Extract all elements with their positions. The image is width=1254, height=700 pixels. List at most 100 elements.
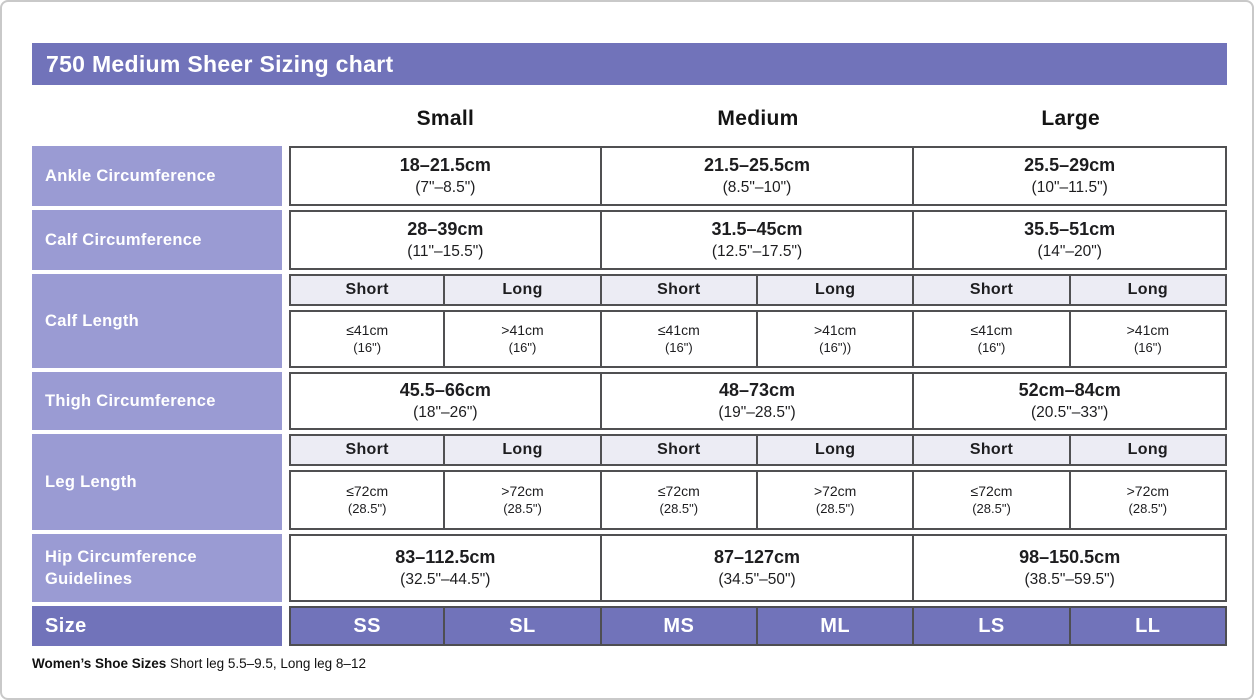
hip-large-cm: 98–150.5cm bbox=[1019, 547, 1121, 568]
calf-circ-medium-cm: 31.5–45cm bbox=[711, 219, 803, 240]
calf-length-medium-short-cell: ≤41cm (16") bbox=[599, 310, 758, 368]
calf-circ-small-inch: (11"–15.5") bbox=[407, 242, 484, 260]
leg-length-inch: (28.5") bbox=[347, 500, 387, 516]
hip-small-cell: 83–112.5cm (32.5"–44.5") bbox=[289, 534, 602, 602]
leg-length-value: ≤72cm bbox=[657, 483, 700, 500]
row-label-thigh-circumference: Thigh Circumference bbox=[32, 372, 282, 430]
leg-length-large-long-cell: >72cm (28.5") bbox=[1068, 470, 1227, 530]
row-label-calf-circumference: Calf Circumference bbox=[32, 210, 282, 270]
size-code-ms: MS bbox=[599, 606, 758, 646]
leg-length-subhead-small-short: Short bbox=[289, 434, 446, 466]
leg-length-value: >72cm bbox=[1126, 483, 1170, 500]
size-code-sl: SL bbox=[443, 606, 602, 646]
chart-title-bar: 750 Medium Sheer Sizing chart bbox=[32, 43, 1227, 85]
leg-length-inch: (28.5") bbox=[972, 500, 1011, 516]
calf-circ-large-inch: (14"–20") bbox=[1037, 242, 1102, 260]
hip-medium-inch: (34.5"–50") bbox=[718, 570, 796, 588]
calf-length-inch: (16")) bbox=[819, 339, 852, 355]
chart-title: 750 Medium Sheer Sizing chart bbox=[46, 50, 394, 77]
thigh-small-inch: (18"–26") bbox=[413, 403, 478, 421]
calf-length-value: >41cm bbox=[1126, 322, 1170, 339]
size-code-ls: LS bbox=[912, 606, 1071, 646]
sizing-table: Small Medium Large Ankle Circumference 1… bbox=[32, 96, 1227, 646]
calf-circ-small-cm: 28–39cm bbox=[407, 219, 484, 240]
column-header-large: Large bbox=[1041, 107, 1100, 130]
calf-circ-small-cell: 28–39cm (11"–15.5") bbox=[289, 210, 602, 270]
thigh-small-cell: 45.5–66cm (18"–26") bbox=[289, 372, 602, 430]
thigh-medium-inch: (19"–28.5") bbox=[718, 403, 796, 421]
leg-length-value: >72cm bbox=[813, 483, 857, 500]
row-label-calf-length: Calf Length bbox=[32, 274, 282, 368]
row-label-size: Size bbox=[32, 606, 282, 646]
calf-circ-medium-inch: (12.5"–17.5") bbox=[711, 242, 803, 260]
hip-small-inch: (32.5"–44.5") bbox=[400, 570, 491, 588]
leg-length-value: ≤72cm bbox=[970, 483, 1013, 500]
calf-length-subhead-small-long: Long bbox=[443, 274, 602, 306]
row-label-hip-circumference: Hip Circumference Guidelines bbox=[32, 534, 282, 602]
calf-length-inch: (16") bbox=[664, 339, 693, 355]
calf-length-inch: (16") bbox=[508, 339, 537, 355]
calf-circ-large-cell: 35.5–51cm (14"–20") bbox=[912, 210, 1227, 270]
thigh-medium-cell: 48–73cm (19"–28.5") bbox=[599, 372, 915, 430]
ankle-small-cell: 18–21.5cm (7"–8.5") bbox=[289, 146, 602, 206]
column-header-medium: Medium bbox=[717, 107, 799, 130]
calf-length-subhead-medium-long: Long bbox=[755, 274, 915, 306]
leg-length-inch: (28.5") bbox=[815, 500, 855, 516]
calf-length-subhead-medium-short: Short bbox=[599, 274, 758, 306]
calf-length-subhead-large-short: Short bbox=[912, 274, 1071, 306]
calf-circ-large-cm: 35.5–51cm bbox=[1024, 219, 1116, 240]
size-code-ml: ML bbox=[755, 606, 915, 646]
calf-circ-medium-cell: 31.5–45cm (12.5"–17.5") bbox=[599, 210, 915, 270]
row-label-leg-length: Leg Length bbox=[32, 434, 282, 530]
ankle-small-cm: 18–21.5cm bbox=[399, 155, 491, 176]
calf-length-inch: (16") bbox=[977, 339, 1006, 355]
leg-length-subhead-small-long: Long bbox=[443, 434, 602, 466]
ankle-large-cell: 25.5–29cm (10"–11.5") bbox=[912, 146, 1227, 206]
calf-length-small-short-cell: ≤41cm (16") bbox=[289, 310, 446, 368]
hip-large-inch: (38.5"–59.5") bbox=[1024, 570, 1115, 588]
ankle-large-inch: (10"–11.5") bbox=[1031, 178, 1108, 196]
calf-length-medium-long-cell: >41cm (16")) bbox=[755, 310, 915, 368]
shoe-sizes-note-bold: Women’s Shoe Sizes bbox=[32, 656, 167, 671]
ankle-small-inch: (7"–8.5") bbox=[415, 178, 476, 196]
calf-length-value: >41cm bbox=[501, 322, 544, 339]
row-label-ankle-circumference: Ankle Circumference bbox=[32, 146, 282, 206]
leg-length-inch: (28.5") bbox=[659, 500, 699, 516]
calf-length-large-long-cell: >41cm (16") bbox=[1068, 310, 1227, 368]
shoe-sizes-note: Women’s Shoe Sizes Short leg 5.5–9.5, Lo… bbox=[32, 656, 1224, 671]
hip-small-cm: 83–112.5cm bbox=[395, 547, 496, 568]
leg-length-subhead-medium-short: Short bbox=[599, 434, 758, 466]
leg-length-value: >72cm bbox=[501, 483, 544, 500]
leg-length-medium-long-cell: >72cm (28.5") bbox=[755, 470, 915, 530]
calf-length-subhead-small-short: Short bbox=[289, 274, 446, 306]
leg-length-subhead-medium-long: Long bbox=[755, 434, 915, 466]
hip-medium-cm: 87–127cm bbox=[713, 547, 801, 568]
calf-length-large-short-cell: ≤41cm (16") bbox=[912, 310, 1071, 368]
calf-length-inch: (16") bbox=[1133, 339, 1162, 355]
leg-length-small-short-cell: ≤72cm (28.5") bbox=[289, 470, 446, 530]
calf-length-subhead-large-long: Long bbox=[1068, 274, 1227, 306]
calf-length-value: >41cm bbox=[813, 322, 857, 339]
ankle-medium-inch: (8.5"–10") bbox=[722, 178, 792, 196]
thigh-large-cm: 52cm–84cm bbox=[1018, 380, 1121, 401]
column-header-small: Small bbox=[416, 107, 475, 130]
ankle-large-cm: 25.5–29cm bbox=[1024, 155, 1116, 176]
leg-length-value: ≤72cm bbox=[346, 483, 389, 500]
ankle-medium-cell: 21.5–25.5cm (8.5"–10") bbox=[599, 146, 915, 206]
calf-length-value: ≤41cm bbox=[346, 322, 389, 339]
thigh-large-inch: (20.5"–33") bbox=[1030, 403, 1109, 421]
size-code-ss: SS bbox=[289, 606, 446, 646]
leg-length-inch: (28.5") bbox=[1128, 500, 1168, 516]
calf-length-value: ≤41cm bbox=[970, 322, 1013, 339]
leg-length-large-short-cell: ≤72cm (28.5") bbox=[912, 470, 1071, 530]
hip-large-cell: 98–150.5cm (38.5"–59.5") bbox=[912, 534, 1227, 602]
leg-length-inch: (28.5") bbox=[503, 500, 542, 516]
leg-length-subhead-large-short: Short bbox=[912, 434, 1071, 466]
calf-length-inch: (16") bbox=[353, 339, 382, 355]
size-code-ll: LL bbox=[1068, 606, 1227, 646]
shoe-sizes-note-text: Short leg 5.5–9.5, Long leg 8–12 bbox=[166, 656, 366, 671]
calf-length-small-long-cell: >41cm (16") bbox=[443, 310, 602, 368]
thigh-medium-cm: 48–73cm bbox=[718, 380, 796, 401]
ankle-medium-cm: 21.5–25.5cm bbox=[703, 155, 811, 176]
